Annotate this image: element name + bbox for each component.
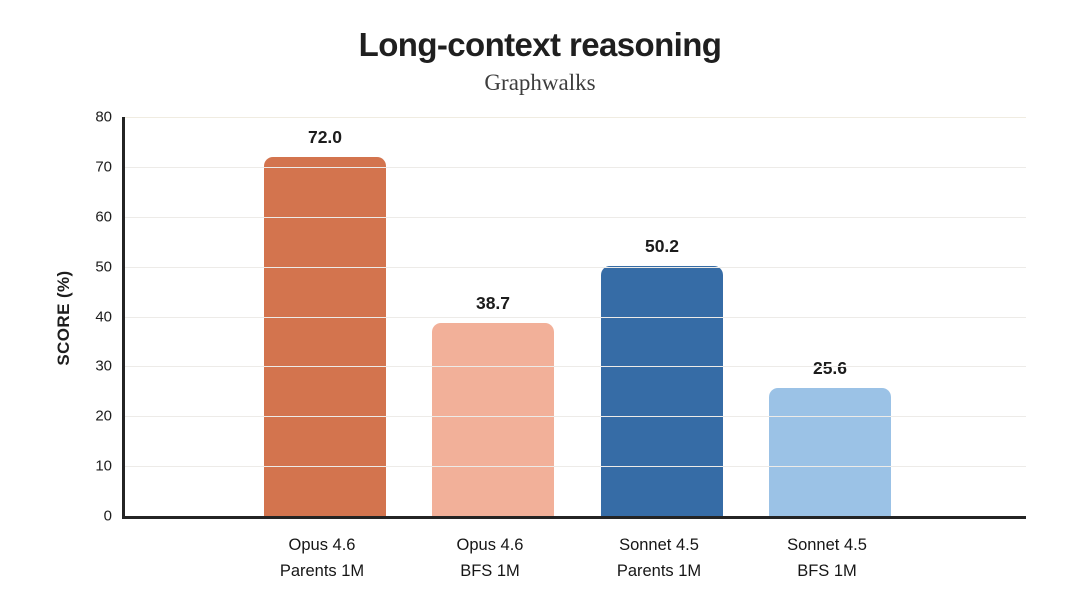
- gridline-50: [125, 266, 1026, 268]
- y-tick-label-30: 30: [95, 357, 112, 375]
- x-axis-label-opus-4-6-bfs-1m: Opus 4.6 BFS 1M: [429, 533, 551, 584]
- y-tick-label-50: 50: [95, 258, 112, 276]
- gridline-70: [125, 166, 1026, 168]
- bar-sonnet-4-5-bfs-1m: [769, 388, 891, 516]
- y-tick-label-10: 10: [95, 457, 112, 475]
- bar-value-label: 72.0: [307, 126, 343, 147]
- bar-opus-4-6-parents-1m: [264, 156, 386, 516]
- bar-sonnet-4-5-parents-1m: [601, 265, 723, 516]
- gridline-10: [125, 466, 1026, 468]
- x-axis-label-sonnet-4-5-parents-1m: Sonnet 4.5 Parents 1M: [598, 533, 720, 584]
- y-tick-label-60: 60: [95, 208, 112, 226]
- bar-opus-4-6-bfs-1m: [432, 322, 554, 516]
- x-label-line1: Sonnet 4.5: [787, 536, 867, 554]
- y-tick-label-80: 80: [95, 108, 112, 126]
- plot-area: 72.0 38.7 50.2 25.6 0 10 20 30 40 50 60 70 80: [95, 109, 1026, 525]
- gridline-30: [125, 366, 1026, 368]
- chart-title: Long-context reasoning: [358, 26, 722, 63]
- x-axis-label-opus-4-6-parents-1m: Opus 4.6 Parents 1M: [261, 533, 383, 584]
- y-tick-label-70: 70: [95, 158, 112, 176]
- x-label-line1: Opus 4.6: [288, 536, 356, 554]
- x-axis-label-sonnet-4-5-bfs-1m: Sonnet 4.5 BFS 1M: [766, 533, 888, 584]
- gridline-80: [125, 117, 1026, 118]
- gridline-20: [125, 416, 1026, 418]
- x-axis-labels: Opus 4.6 Parents 1M Opus 4.6 BFS 1M Sonn…: [122, 533, 1026, 593]
- x-label-line2: Parents 1M: [279, 561, 365, 580]
- y-tick-label-0: 0: [103, 507, 112, 525]
- x-label-line2: BFS 1M: [797, 561, 857, 580]
- bar-value-label: 38.7: [475, 292, 511, 313]
- bar-value-label: 50.2: [644, 235, 680, 256]
- bar-group-sonnet-4-5-bfs-1m: 25.6: [769, 117, 891, 516]
- x-label-line1: Sonnet 4.5: [619, 536, 699, 554]
- bar-group-opus-4-6-bfs-1m: 38.7: [432, 117, 554, 516]
- y-tick-label-40: 40: [95, 308, 112, 325]
- x-label-line2: Parents 1M: [616, 561, 702, 580]
- bar-value-label: 25.6: [812, 358, 848, 379]
- gridline-60: [125, 216, 1026, 218]
- gridline-40: [125, 316, 1026, 318]
- x-label-line1: Opus 4.6: [456, 536, 524, 554]
- x-label-line2: BFS 1M: [460, 561, 520, 580]
- chart-subtitle: Graphwalks: [484, 70, 596, 95]
- bar-group-sonnet-4-5-parents-1m: 50.2: [601, 117, 723, 516]
- y-tick-label-20: 20: [95, 407, 112, 425]
